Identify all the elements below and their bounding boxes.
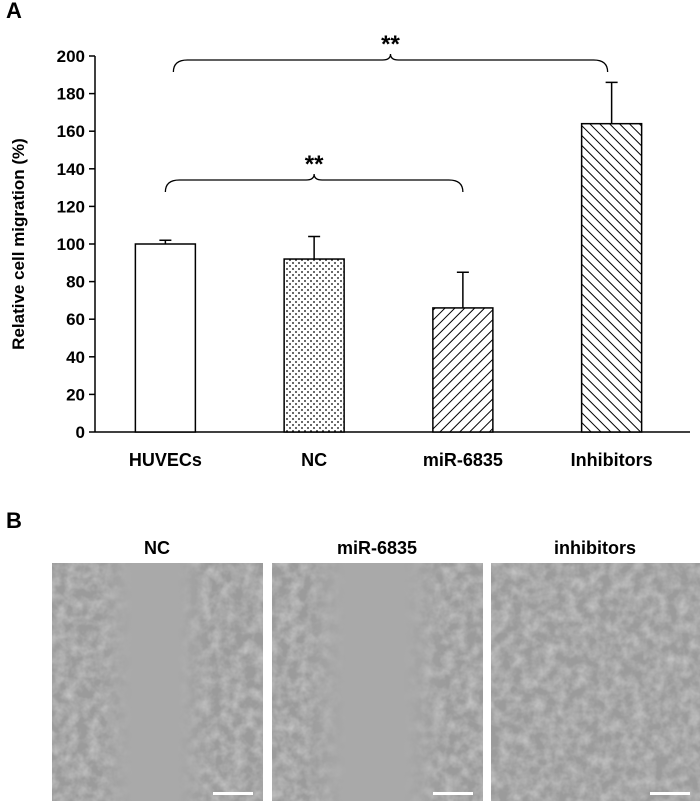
error-bar [159, 239, 172, 244]
image [491, 563, 700, 801]
bar [580, 122, 643, 433]
error-bar [308, 235, 321, 260]
bar [432, 307, 494, 433]
panel-label: A [6, 0, 22, 23]
significance-bracket [172, 53, 609, 73]
significance-bracket [164, 173, 464, 193]
x-tick-label: Inhibitors [571, 450, 653, 470]
scale-bar [433, 792, 473, 795]
error-bar [456, 271, 469, 308]
image [272, 563, 483, 801]
y-tick-label: 100 [57, 235, 85, 254]
y-tick-label: 120 [57, 197, 85, 216]
bar [134, 243, 197, 433]
y-tick-label: 40 [66, 348, 85, 367]
y-tick-label: 200 [57, 47, 85, 66]
significance-label: ** [381, 31, 400, 58]
image-title: NC [144, 538, 170, 558]
image-title: inhibitors [554, 538, 636, 558]
y-tick-label: 60 [66, 310, 85, 329]
scale-bar [650, 792, 690, 795]
image-title: miR-6835 [337, 538, 417, 558]
x-tick-label: NC [301, 450, 327, 470]
x-tick-label: HUVECs [129, 450, 202, 470]
image [52, 563, 263, 801]
panel-label: B [6, 508, 22, 533]
bar [283, 258, 345, 433]
images [52, 563, 700, 801]
error-bar [605, 81, 618, 124]
y-tick-label: 0 [76, 423, 85, 442]
significance-label: ** [305, 151, 324, 178]
y-tick-label: 140 [57, 160, 85, 179]
cell-texture [491, 563, 700, 801]
wound-gap [305, 563, 445, 801]
wound-gap [100, 563, 210, 801]
x-tick-label: miR-6835 [423, 450, 503, 470]
scale-bar [213, 792, 253, 795]
y-tick-label: 180 [57, 85, 85, 104]
y-tick-label: 160 [57, 122, 85, 141]
y-axis-label: Relative cell migration (%) [9, 138, 28, 350]
y-tick-label: 20 [66, 385, 85, 404]
y-tick-label: 80 [66, 273, 85, 292]
